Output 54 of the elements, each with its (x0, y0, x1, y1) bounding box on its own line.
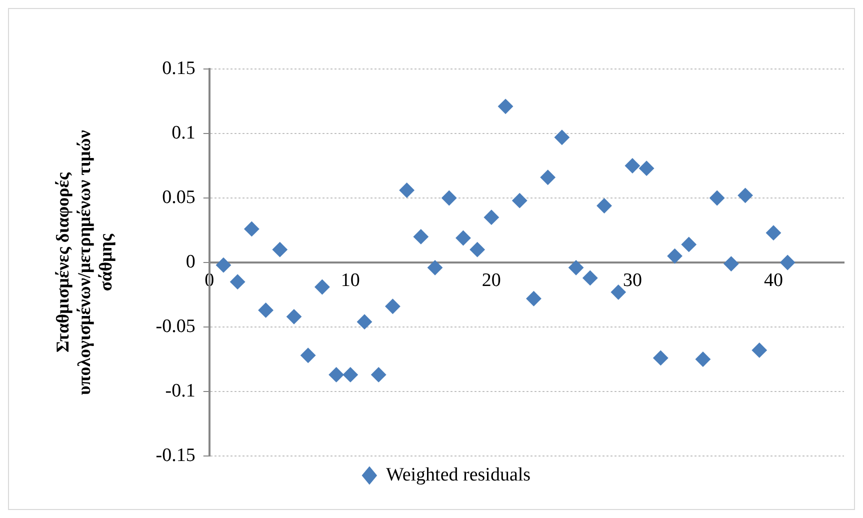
x-tick-label: 20 (482, 270, 501, 291)
y-axis-title: Σταθμισμένες διαφορές υπολογισμένων/μετρημένων τιμών σάθμης (52, 130, 116, 395)
point (286, 309, 302, 324)
point (710, 190, 725, 206)
point (456, 230, 471, 246)
point (653, 350, 668, 366)
point (498, 98, 514, 114)
point (624, 158, 640, 174)
point (342, 367, 358, 382)
point (695, 352, 710, 367)
point (596, 198, 612, 214)
point (216, 258, 231, 273)
point (371, 367, 386, 382)
point (385, 298, 400, 314)
point (752, 342, 767, 358)
point (300, 348, 316, 363)
y-tick-label: 0.1 (172, 122, 196, 144)
point (512, 193, 528, 208)
y-tick-label: 0 (186, 251, 196, 272)
point (230, 274, 246, 290)
point (738, 188, 753, 203)
point (328, 367, 344, 382)
point (568, 260, 584, 276)
x-tick-label: 10 (340, 270, 360, 291)
point (272, 242, 288, 258)
point (428, 260, 443, 276)
legend-label: Weighted residuals (386, 464, 531, 486)
point (667, 248, 682, 264)
point (681, 236, 696, 252)
point (258, 302, 274, 318)
point (484, 210, 499, 225)
x-tick-label: 30 (622, 270, 642, 291)
point (244, 221, 260, 236)
point (526, 291, 542, 306)
point (314, 280, 330, 295)
y-tick-label: 0.05 (162, 186, 196, 208)
point (442, 190, 457, 206)
point (357, 314, 372, 330)
point (554, 130, 570, 145)
point (724, 256, 739, 272)
y-tick-label: -0.1 (165, 380, 196, 402)
point (399, 182, 414, 198)
point (582, 270, 598, 286)
x-tick-label: 40 (764, 270, 783, 291)
point (540, 170, 556, 185)
y-tick-label: 0.15 (162, 58, 196, 79)
point (766, 225, 781, 240)
y-tick-label: -0.15 (156, 444, 196, 466)
point (413, 229, 428, 244)
point (470, 242, 485, 258)
point (780, 255, 796, 270)
point (610, 284, 626, 300)
point (639, 160, 654, 176)
y-tick-label: -0.05 (156, 316, 196, 337)
